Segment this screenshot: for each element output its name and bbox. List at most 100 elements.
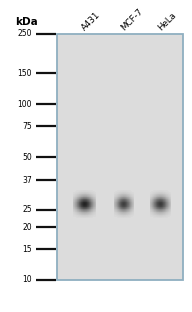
Bar bbox=[122, 204, 123, 205]
Bar bbox=[152, 212, 153, 213]
Bar bbox=[76, 217, 77, 218]
Bar bbox=[132, 199, 133, 200]
Bar bbox=[162, 212, 163, 213]
Bar bbox=[93, 213, 94, 214]
Bar bbox=[86, 192, 87, 193]
Bar bbox=[75, 202, 76, 203]
Bar bbox=[118, 213, 119, 214]
Bar bbox=[75, 193, 76, 194]
Bar bbox=[168, 216, 169, 217]
Bar bbox=[123, 210, 124, 211]
Bar bbox=[170, 213, 171, 214]
Bar bbox=[117, 208, 118, 209]
Bar bbox=[166, 190, 167, 191]
Bar bbox=[165, 217, 166, 218]
Bar bbox=[82, 190, 83, 191]
Bar bbox=[130, 211, 131, 212]
Bar bbox=[74, 212, 75, 213]
Text: 100: 100 bbox=[17, 100, 32, 109]
Bar bbox=[118, 199, 119, 200]
Bar bbox=[152, 208, 153, 209]
Bar bbox=[125, 201, 126, 202]
Bar bbox=[88, 217, 89, 218]
Bar bbox=[82, 204, 83, 205]
Bar bbox=[123, 200, 124, 201]
Bar bbox=[127, 206, 128, 207]
Bar bbox=[120, 191, 121, 192]
Bar bbox=[154, 208, 155, 209]
Bar bbox=[126, 198, 127, 199]
Bar bbox=[155, 206, 156, 207]
Bar bbox=[153, 208, 154, 209]
Bar bbox=[158, 215, 159, 216]
Bar bbox=[75, 213, 76, 214]
Bar bbox=[88, 206, 89, 207]
Bar bbox=[161, 191, 162, 192]
Bar bbox=[156, 215, 157, 216]
Bar bbox=[123, 193, 124, 194]
Bar bbox=[156, 199, 157, 200]
Bar bbox=[166, 197, 167, 198]
Bar bbox=[124, 201, 125, 202]
Bar bbox=[114, 211, 115, 212]
Bar bbox=[166, 191, 167, 192]
Bar bbox=[156, 201, 157, 202]
Bar bbox=[122, 193, 123, 194]
Bar bbox=[163, 203, 164, 204]
Bar bbox=[116, 198, 117, 199]
Bar bbox=[156, 193, 157, 194]
Bar bbox=[82, 207, 83, 208]
Bar bbox=[158, 217, 159, 218]
Bar bbox=[92, 211, 93, 212]
Bar bbox=[87, 206, 88, 207]
Bar bbox=[126, 203, 127, 204]
Bar bbox=[129, 194, 130, 195]
Bar bbox=[170, 209, 171, 210]
Bar bbox=[78, 197, 79, 198]
Bar bbox=[89, 211, 90, 212]
Bar bbox=[152, 209, 153, 210]
Bar bbox=[156, 217, 157, 218]
Bar bbox=[83, 204, 84, 205]
Text: 50: 50 bbox=[22, 153, 32, 162]
Bar bbox=[160, 201, 161, 202]
Bar bbox=[91, 210, 92, 211]
Bar bbox=[159, 214, 160, 215]
Bar bbox=[78, 194, 79, 195]
Bar bbox=[78, 216, 79, 217]
Bar bbox=[150, 193, 151, 194]
Bar bbox=[153, 212, 154, 213]
Bar bbox=[85, 192, 86, 193]
Bar bbox=[129, 191, 130, 192]
Bar bbox=[156, 198, 157, 199]
Bar bbox=[133, 214, 134, 215]
Bar bbox=[76, 208, 77, 209]
Bar bbox=[160, 211, 161, 212]
Bar bbox=[131, 203, 132, 204]
Bar bbox=[114, 194, 115, 195]
Bar bbox=[78, 201, 79, 202]
Bar bbox=[93, 190, 94, 191]
Bar bbox=[158, 198, 159, 199]
Bar bbox=[86, 198, 87, 199]
Bar bbox=[163, 216, 164, 217]
Bar bbox=[90, 198, 91, 199]
Bar bbox=[89, 196, 90, 197]
Bar bbox=[114, 207, 115, 208]
Bar bbox=[118, 214, 119, 215]
Bar bbox=[122, 213, 123, 214]
Bar bbox=[121, 193, 122, 194]
Bar bbox=[93, 206, 94, 207]
Bar bbox=[92, 203, 93, 204]
Bar bbox=[163, 210, 164, 211]
Bar bbox=[76, 200, 77, 201]
Bar bbox=[73, 215, 74, 216]
Bar bbox=[88, 208, 89, 209]
Bar bbox=[73, 209, 74, 210]
Bar bbox=[88, 214, 89, 215]
Bar bbox=[118, 201, 119, 202]
Bar bbox=[90, 207, 91, 208]
Bar bbox=[118, 203, 119, 204]
Bar bbox=[91, 214, 92, 215]
Bar bbox=[91, 192, 92, 193]
